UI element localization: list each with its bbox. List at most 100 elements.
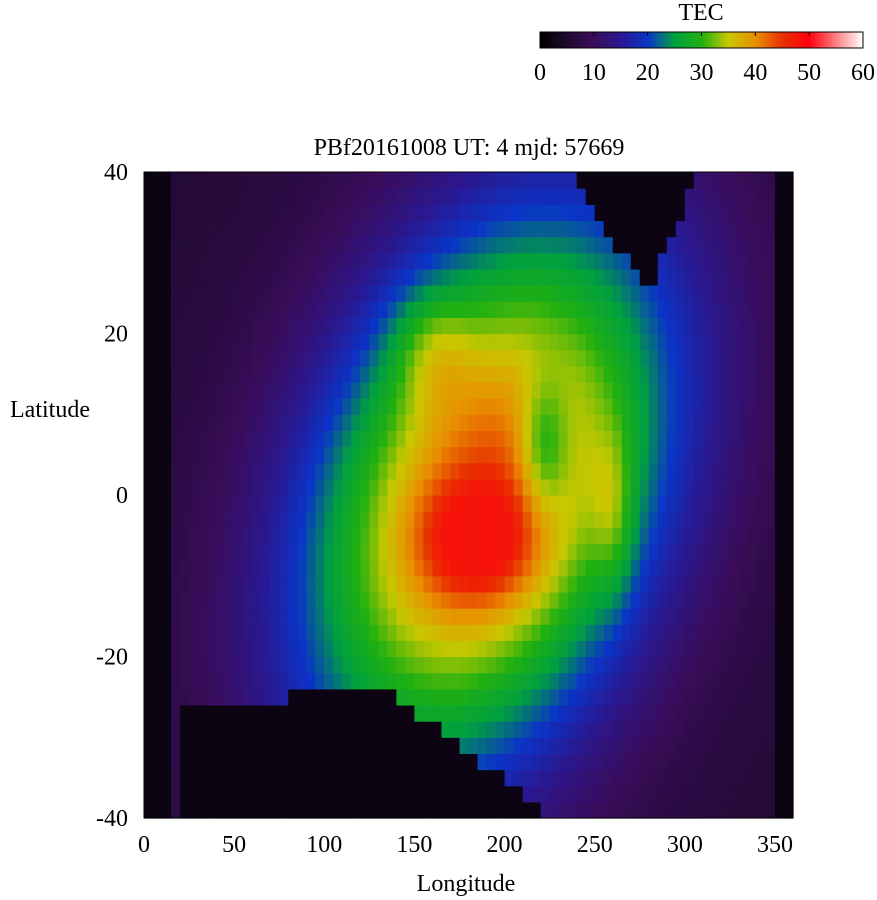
heatmap-cell [648,527,659,545]
heatmap-cell [279,172,289,189]
heatmap-cell [378,511,388,528]
heatmap-cell [405,704,416,722]
heatmap-cell [324,204,334,222]
heatmap-cell [495,172,506,189]
heatmap-cell [324,446,334,464]
heatmap-cell [270,188,280,205]
heatmap-cell [333,559,343,577]
heatmap-cell [603,252,614,270]
heatmap-cell [666,430,677,448]
heatmap-cell [414,543,425,561]
heatmap-cell [540,301,551,318]
heatmap-cell [711,737,722,754]
heatmap-cell [693,446,704,464]
heatmap-cell [468,172,479,189]
heatmap-cell [351,704,361,722]
heatmap-cell [333,285,343,302]
heatmap-cell [342,236,352,254]
heatmap-cell [468,268,479,286]
heatmap-cell [207,285,217,302]
heatmap-cell [603,656,614,674]
heatmap-cell [738,737,749,754]
heatmap-cell [522,333,533,351]
heatmap-cell [531,785,542,803]
heatmap-cell [531,220,542,238]
heatmap-cell [387,721,397,738]
heatmap-cell [423,753,434,771]
heatmap-cell [378,559,388,577]
heatmap-cell [198,414,208,431]
heatmap-cell [558,559,569,577]
heatmap-cell [621,220,632,238]
heatmap-cell [387,656,397,674]
heatmap-cell [486,656,497,674]
heatmap-cell [351,478,361,496]
heatmap-cell [495,575,506,593]
heatmap-cell [459,608,470,625]
heatmap-cell [297,252,307,270]
heatmap-cell [540,511,551,528]
heatmap-cell [315,608,325,625]
heatmap-cell [648,172,659,189]
heatmap-cell [468,591,479,609]
heatmap-cell [675,285,686,302]
heatmap-cell [198,172,208,189]
heatmap-cell [702,801,713,819]
heatmap-cell [540,575,551,593]
heatmap-cell [531,204,542,222]
heatmap-cell [405,268,416,286]
heatmap-cell [270,462,280,480]
heatmap-cell [207,785,217,803]
heatmap-cell [513,349,524,367]
heatmap-cell [747,769,758,787]
heatmap-cell [585,656,596,674]
heatmap-cell [738,753,749,771]
heatmap-cell [405,333,416,351]
heatmap-cell [198,640,208,658]
heatmap-cell [711,252,722,270]
heatmap-cell [747,462,758,480]
heatmap-cell [189,349,199,367]
heatmap-cell [774,688,785,706]
heatmap-cell [468,511,479,528]
heatmap-cell [486,252,497,270]
heatmap-cell [495,317,506,335]
heatmap-cell [369,236,379,254]
heatmap-cell [522,430,533,448]
heatmap-cell [360,721,370,738]
heatmap-cell [360,737,370,754]
heatmap-cell [414,753,425,771]
heatmap-cell [396,236,406,254]
heatmap-cell [153,301,163,318]
heatmap-cell [243,511,253,528]
heatmap-cell [594,575,605,593]
heatmap-cell [306,688,316,706]
heatmap-cell [216,414,226,431]
heatmap-cell [612,430,623,448]
heatmap-cell [513,478,524,496]
heatmap-cell [666,624,677,641]
heatmap-cell [648,236,659,254]
heatmap-cell [567,188,578,205]
heatmap-cell [603,527,614,545]
heatmap-cell [540,252,551,270]
heatmap-cell [162,478,172,496]
heatmap-cell [288,349,298,367]
heatmap-cell [495,543,506,561]
heatmap-cell [342,721,352,738]
heatmap-cell [333,527,343,545]
heatmap-cell [540,268,551,286]
heatmap-cell [765,462,776,480]
heatmap-cell [171,559,181,577]
heatmap-cell [369,688,379,706]
heatmap-cell [279,333,289,351]
heatmap-cell [729,172,740,189]
heatmap-cell [666,495,677,512]
heatmap-cell [486,365,497,383]
heatmap-cell [684,656,695,674]
heatmap-cell [441,559,452,577]
heatmap-cell [423,704,434,722]
heatmap-cell [684,349,695,367]
heatmap-cell [252,236,262,254]
heatmap-cell [414,511,425,528]
